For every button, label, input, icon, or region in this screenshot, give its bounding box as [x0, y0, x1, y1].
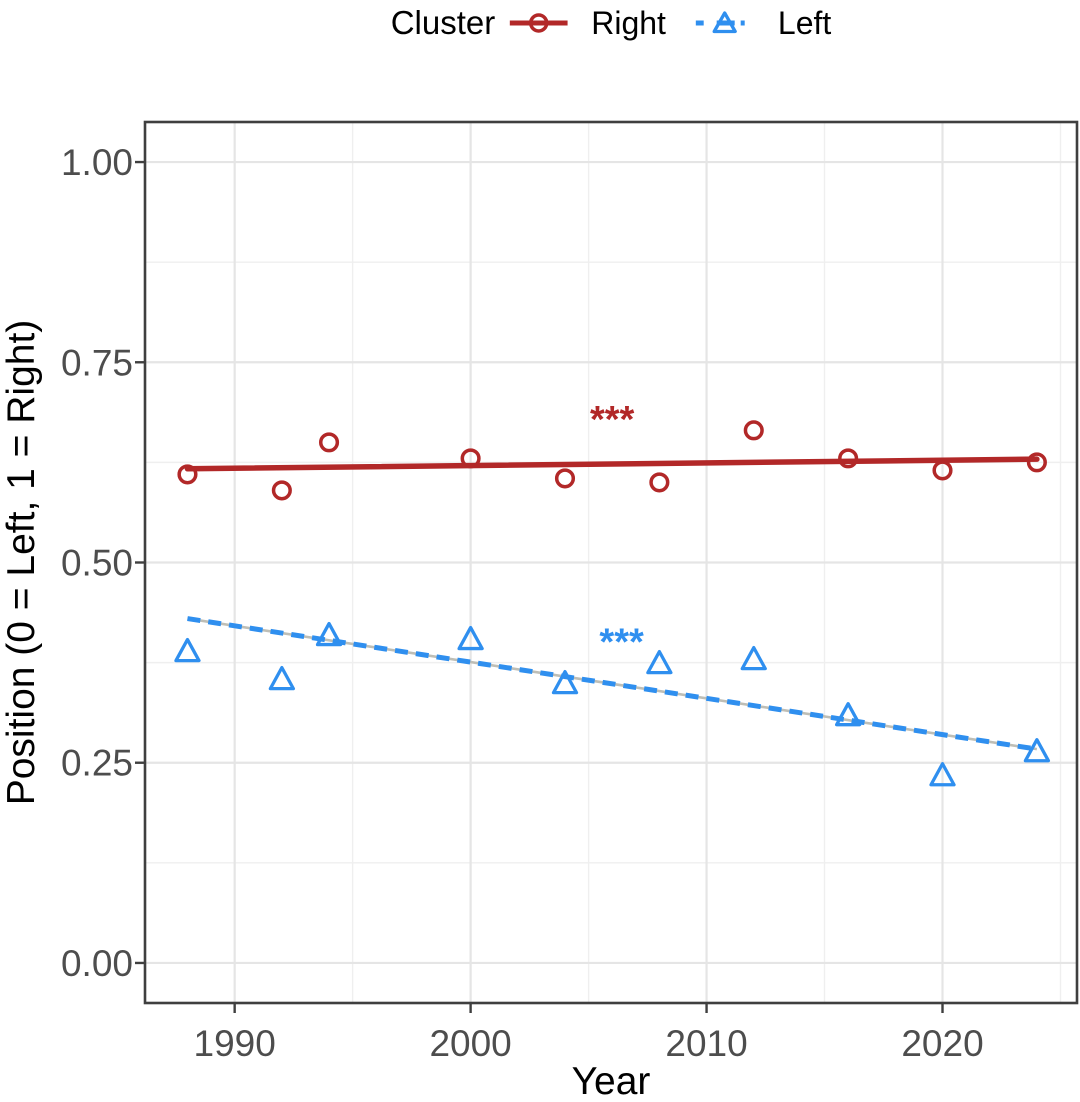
legend-key-right-icon	[509, 13, 568, 33]
point-right	[932, 460, 953, 481]
point-left	[646, 649, 673, 675]
point-left	[268, 665, 296, 691]
point-left	[551, 669, 579, 695]
x-tick-label: 2010	[665, 1023, 747, 1064]
legend-item-right: Right	[509, 5, 666, 42]
legend-label-right: Right	[591, 4, 666, 41]
point-left	[457, 625, 484, 651]
y-tick-label: 0.25	[61, 743, 133, 784]
point-right	[460, 448, 481, 469]
legend-label-left: Left	[777, 4, 832, 41]
x-tick-label: 2020	[901, 1023, 983, 1064]
legend-key-marker	[528, 13, 548, 33]
y-axis-title: Position (0 = Left, 1 = Right)	[0, 320, 43, 806]
y-tick-label: 1.00	[61, 142, 133, 183]
legend-key-marker	[712, 11, 738, 34]
point-right	[649, 472, 670, 493]
point-right	[743, 420, 764, 441]
point-left	[174, 637, 201, 663]
trend-left	[187, 616, 1038, 752]
x-tick-label: 1990	[194, 1023, 276, 1064]
y-tick-label: 0.75	[61, 342, 133, 383]
x-tick-label: 2000	[429, 1023, 511, 1064]
point-right	[838, 448, 859, 469]
point-right	[1026, 452, 1047, 473]
point-right	[318, 432, 340, 453]
trend-right	[184, 456, 1040, 472]
point-right	[177, 464, 198, 485]
legend: Cluster Right Left	[391, 0, 832, 46]
legend-key-left-icon	[695, 11, 754, 34]
point-left	[740, 645, 767, 671]
point-left	[315, 621, 343, 647]
annotation-left: ***	[599, 622, 644, 664]
annotation-right: ***	[590, 399, 635, 441]
point-left	[834, 702, 862, 727]
point-right	[271, 480, 292, 501]
legend-title: Cluster	[390, 4, 496, 41]
legend-item-left: Left	[695, 4, 832, 42]
point-left	[1023, 738, 1051, 763]
panel-border	[143, 120, 1079, 1005]
x-axis-title: Year	[572, 1060, 651, 1102]
y-tick-label: 0.00	[61, 943, 133, 984]
y-tick-label: 0.50	[61, 543, 133, 584]
point-left	[929, 762, 956, 787]
point-right	[554, 468, 576, 489]
